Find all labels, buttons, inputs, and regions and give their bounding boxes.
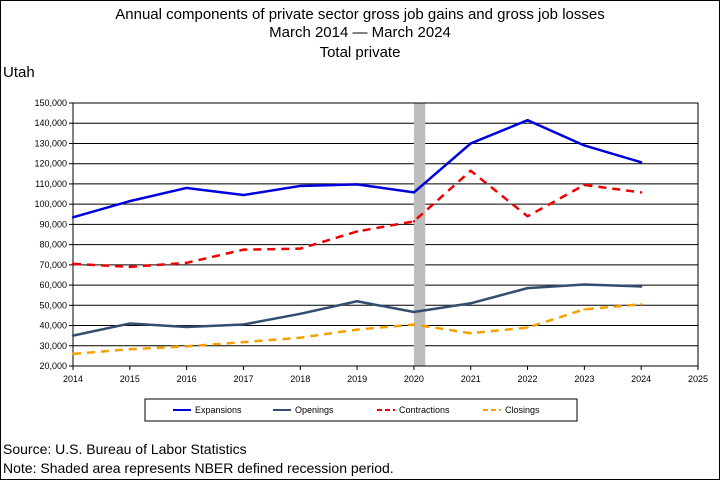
openings-point bbox=[242, 323, 245, 326]
y-tick-label: 50,000 bbox=[39, 300, 67, 310]
closings-point bbox=[469, 332, 472, 335]
y-tick-label: 100,000 bbox=[34, 199, 67, 209]
contractions-point bbox=[639, 191, 643, 194]
region-label: Utah bbox=[3, 64, 35, 81]
closings-point bbox=[412, 323, 416, 326]
x-tick-label: 2021 bbox=[461, 374, 481, 384]
contractions-point bbox=[185, 261, 188, 265]
y-tick-label: 120,000 bbox=[34, 159, 67, 169]
chart-subtitle: Total private bbox=[319, 44, 401, 61]
contractions-point bbox=[71, 262, 75, 266]
plot-area bbox=[72, 102, 699, 367]
contractions-point bbox=[583, 183, 586, 187]
contractions-point bbox=[412, 220, 416, 223]
closings-point bbox=[583, 308, 586, 311]
expansions-point bbox=[185, 186, 188, 190]
contractions-point bbox=[128, 265, 132, 269]
y-tick-label: 110,000 bbox=[35, 179, 67, 189]
expansions-point bbox=[526, 118, 529, 122]
closings-point bbox=[185, 345, 188, 348]
legend-label-contractions: Contractions bbox=[399, 405, 450, 415]
x-tick-label: 2022 bbox=[518, 374, 538, 384]
legend bbox=[144, 398, 578, 422]
y-tick-label: 90,000 bbox=[39, 219, 67, 229]
x-tick-label: 2018 bbox=[290, 374, 310, 384]
expansions-point bbox=[412, 191, 416, 194]
expansions-point bbox=[71, 216, 75, 219]
expansions-point bbox=[355, 183, 359, 186]
closings-point bbox=[639, 303, 643, 306]
closings-point bbox=[526, 326, 529, 329]
openings-point bbox=[355, 300, 359, 303]
contractions-point bbox=[242, 248, 245, 251]
contractions-point bbox=[299, 247, 302, 250]
x-tick-label: 2016 bbox=[177, 374, 197, 384]
openings-point bbox=[583, 283, 586, 286]
legend-label-expansions: Expansions bbox=[195, 405, 242, 415]
chart-date-range: March 2014 — March 2024 bbox=[269, 24, 451, 41]
openings-point bbox=[299, 312, 302, 316]
closings-point bbox=[299, 336, 302, 339]
x-tick-label: 2014 bbox=[63, 374, 83, 384]
contractions-point bbox=[355, 230, 359, 233]
expansions-point bbox=[242, 193, 245, 197]
x-tick-label: 2025 bbox=[688, 374, 708, 384]
x-tick-label: 2015 bbox=[120, 374, 140, 384]
expansions-point bbox=[128, 199, 132, 203]
expansions-line bbox=[72, 118, 642, 219]
recession-band bbox=[413, 103, 426, 366]
y-tick-label: 40,000 bbox=[39, 321, 67, 331]
legend-label-closings: Closings bbox=[505, 405, 540, 415]
y-tick-label: 140,000 bbox=[34, 118, 67, 128]
x-tick-label: 2024 bbox=[631, 374, 651, 384]
y-tick-label: 60,000 bbox=[39, 280, 67, 290]
closings-point bbox=[355, 328, 359, 331]
y-tick-label: 20,000 bbox=[39, 361, 67, 371]
openings-point bbox=[469, 302, 472, 305]
recession-note: Note: Shaded area represents NBER define… bbox=[3, 460, 394, 476]
expansions-point bbox=[469, 142, 472, 145]
openings-point bbox=[639, 285, 643, 288]
expansions-point bbox=[583, 144, 586, 147]
closings-point bbox=[128, 348, 132, 351]
source-note: Source: U.S. Bureau of Labor Statistics bbox=[3, 441, 247, 457]
y-tick-label: 150,000 bbox=[34, 98, 67, 108]
openings-point bbox=[412, 310, 416, 314]
expansions-point bbox=[639, 161, 643, 164]
y-tick-label: 80,000 bbox=[39, 240, 67, 250]
openings-point bbox=[185, 325, 188, 329]
closings-point bbox=[71, 352, 75, 356]
expansions-point bbox=[299, 184, 302, 188]
x-tick-label: 2020 bbox=[404, 374, 424, 384]
openings-line bbox=[72, 283, 642, 337]
x-tick-label: 2023 bbox=[574, 374, 594, 384]
chart-title: Annual components of private sector gros… bbox=[115, 6, 605, 23]
legend-label-openings: Openings bbox=[295, 405, 334, 415]
openings-point bbox=[526, 286, 529, 290]
contractions-point bbox=[526, 215, 529, 218]
openings-point bbox=[128, 322, 132, 325]
openings-point bbox=[71, 334, 75, 337]
x-tick-label: 2019 bbox=[347, 374, 367, 384]
y-tick-label: 70,000 bbox=[39, 260, 67, 270]
contractions-point bbox=[469, 169, 472, 172]
y-tick-label: 130,000 bbox=[34, 138, 67, 148]
closings-point bbox=[242, 340, 245, 344]
y-tick-label: 30,000 bbox=[39, 341, 67, 351]
x-tick-label: 2017 bbox=[233, 374, 253, 384]
